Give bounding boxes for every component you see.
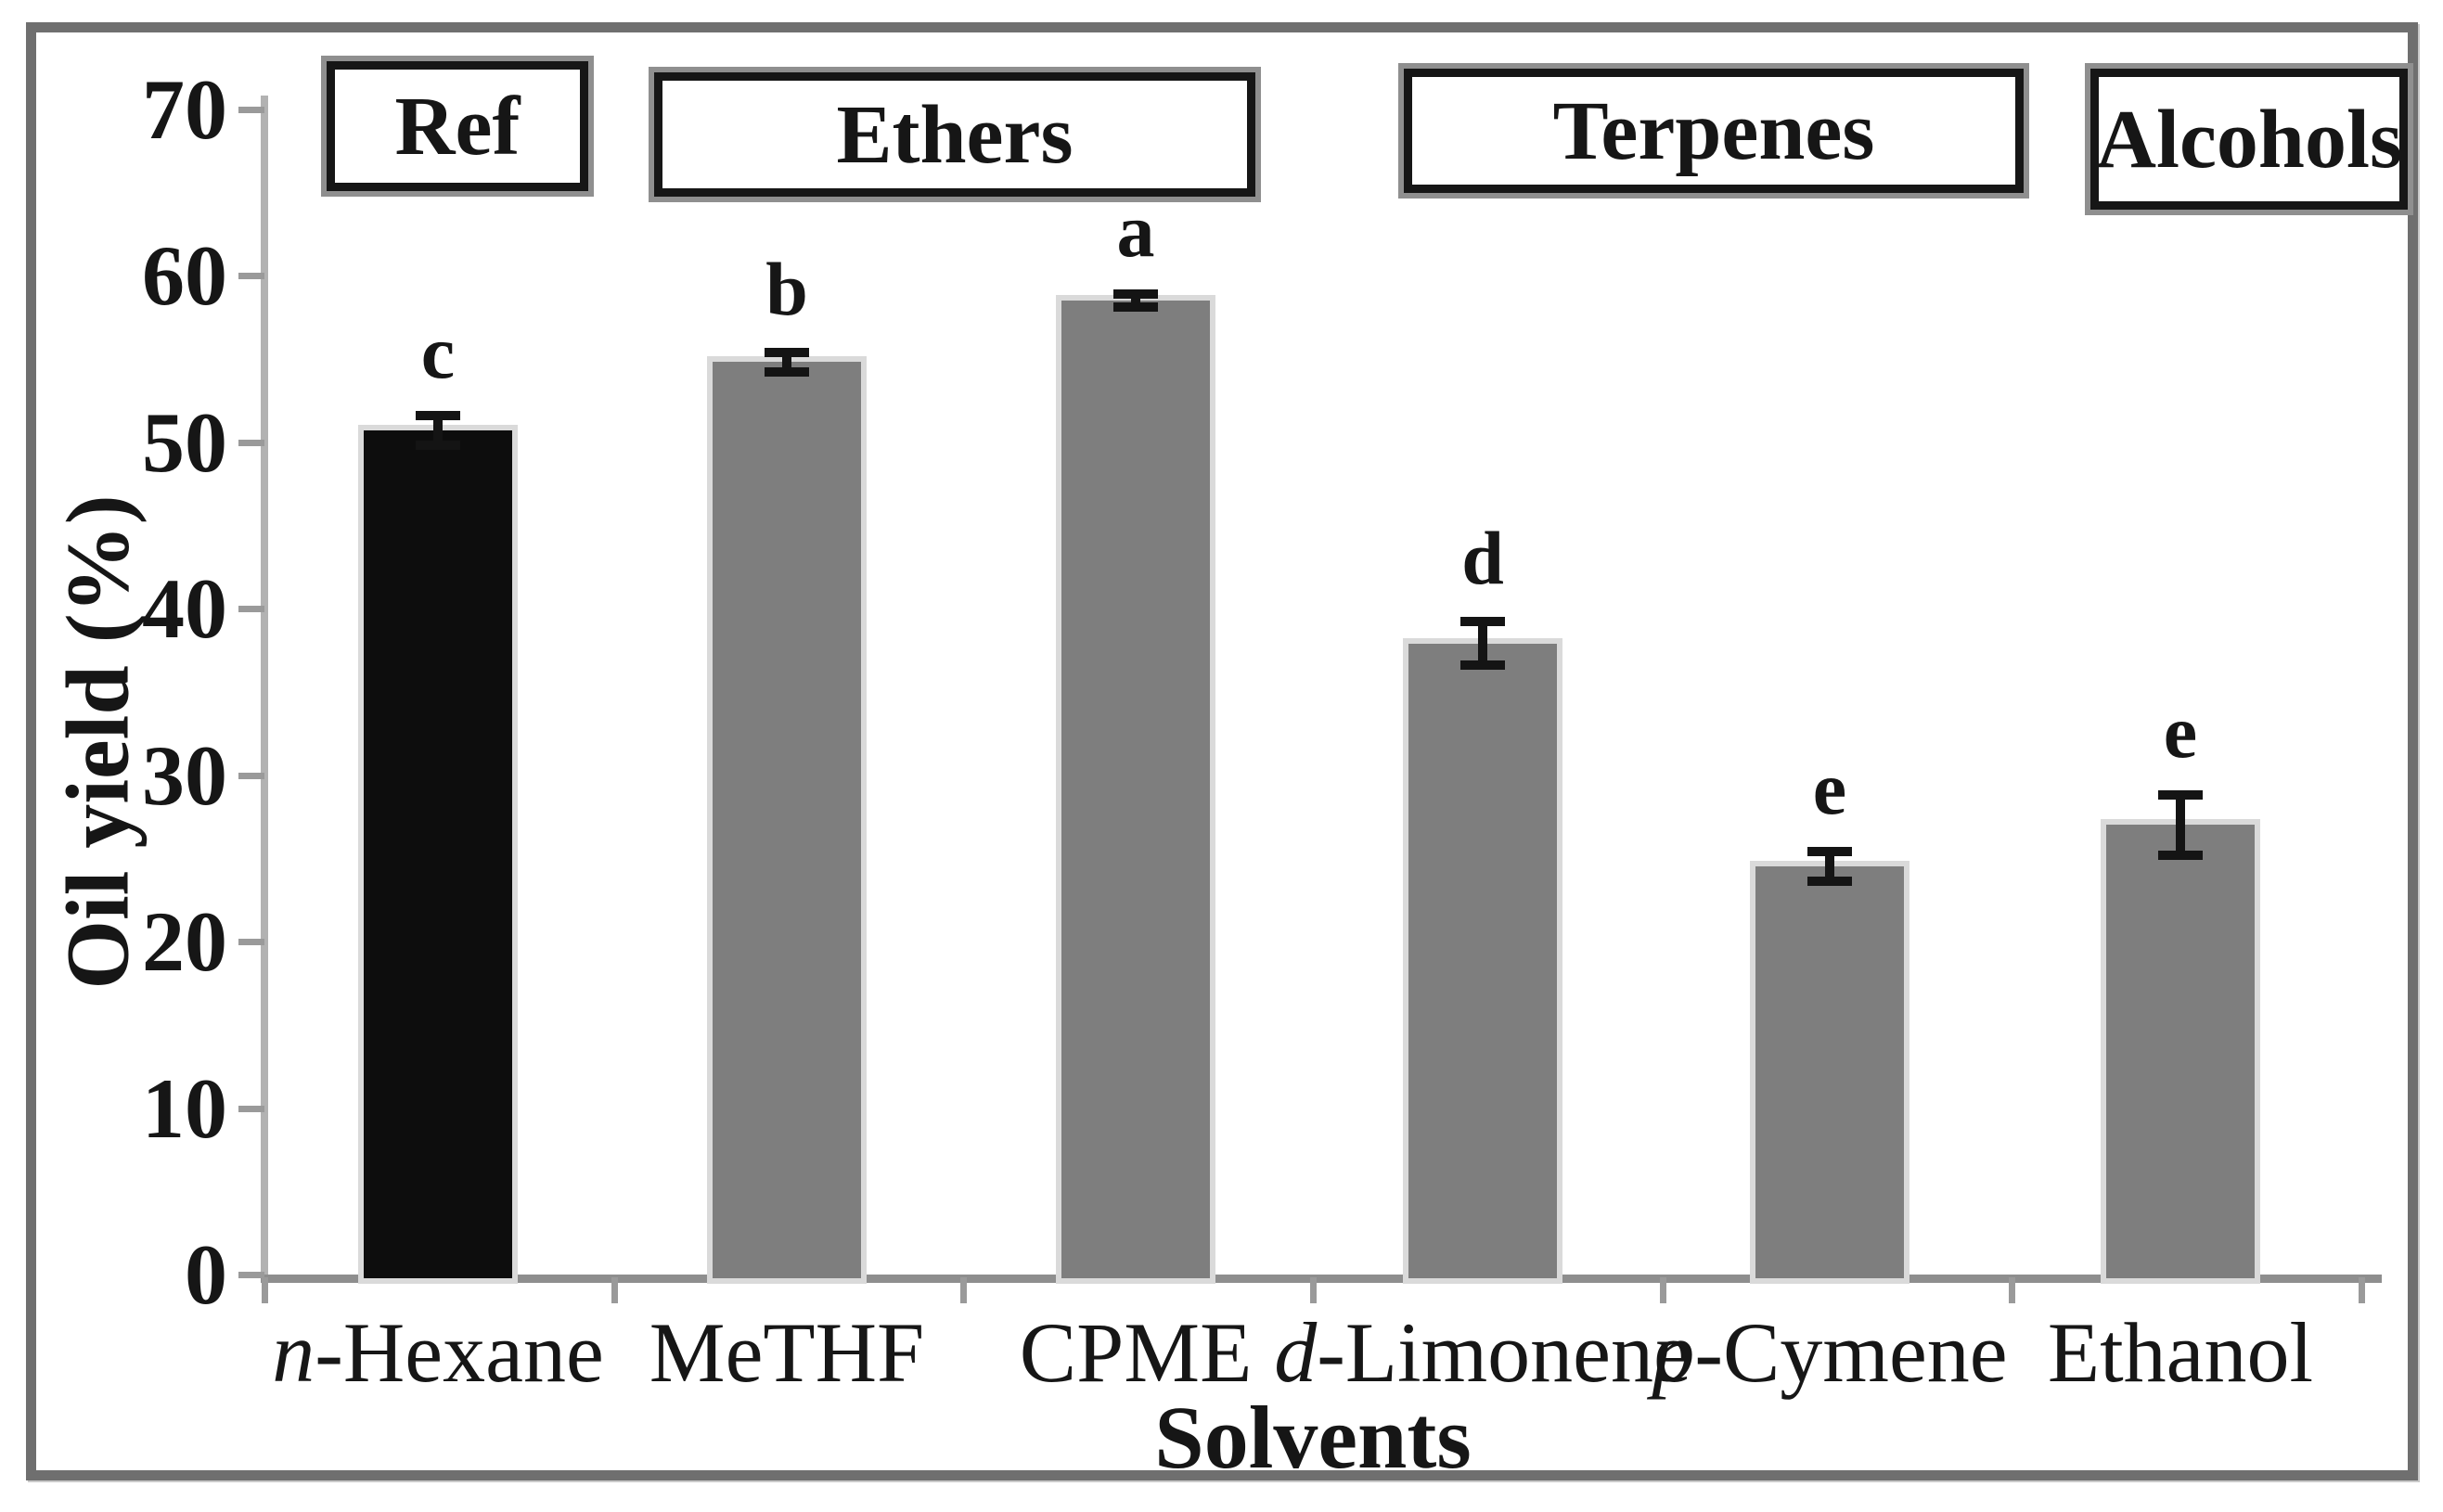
bar-ethanol [2106,825,2255,1278]
error-bar-cap-bottom-n-hexane [416,441,460,451]
error-bar-cpme [1131,293,1140,308]
y-tick-label: 40 [142,561,227,656]
error-bar-cap-bottom-methf [765,367,809,378]
x-category-label-ethanol: Ethanol [2047,1305,2314,1400]
error-bar-cap-top-p-cymene [1807,847,1852,857]
sig-letter-cpme: a [1116,187,1155,273]
y-tick-mark [238,273,264,279]
x-tick-mark [960,1277,967,1303]
y-tick-label: 0 [185,1227,227,1322]
y-tick-mark [238,106,264,113]
group-box-terpenes-label: Terpenes [1552,84,1875,177]
bar-d-limonene [1408,643,1557,1278]
y-tick-label: 10 [142,1060,227,1156]
x-tick-mark [2009,1277,2015,1303]
bar-p-cymene [1755,866,1904,1278]
y-tick-label: 30 [142,727,227,823]
y-axis-line [261,96,268,1283]
x-axis-line [261,1275,2382,1283]
x-axis-title: Solvents [1154,1388,1472,1487]
x-tick-mark [1660,1277,1666,1303]
error-bar-cap-bottom-ethanol [2158,850,2203,860]
group-box-alcohols-label: Alcohols [2095,93,2403,186]
bar-methf [713,362,861,1278]
error-bar-cap-top-ethanol [2158,790,2203,801]
bar-cpme [1061,300,1210,1278]
x-category-label-n-hexane: n-Hexane [272,1305,604,1400]
y-tick-mark [238,1272,264,1278]
group-box-ref: Ref [327,61,588,191]
x-category-label-p-cymene: p-Cymene [1652,1305,2008,1400]
sig-letter-methf: b [765,246,808,331]
x-tick-mark [1310,1277,1317,1303]
error-bar-cap-top-d-limonene [1460,617,1505,627]
y-tick-mark [238,1105,264,1112]
error-bar-ethanol [2176,795,2185,855]
error-bar-d-limonene [1478,621,1487,666]
group-box-ethers: Ethers [654,72,1255,197]
y-tick-label: 50 [142,394,227,490]
error-bar-n-hexane [433,415,443,446]
y-tick-mark [238,439,264,446]
x-category-label-d-limonene: d-Limonene [1274,1305,1691,1400]
error-bar-cap-top-n-hexane [416,410,460,420]
y-tick-mark [238,772,264,779]
error-bar-methf [782,352,791,373]
x-category-label-cpme: CPME [1019,1305,1253,1400]
y-tick-label: 60 [142,228,227,323]
error-bar-cap-bottom-p-cymene [1807,877,1852,887]
x-tick-mark [611,1277,618,1303]
x-tick-mark [2359,1277,2365,1303]
y-tick-mark [238,939,264,945]
error-bar-cap-bottom-cpme [1113,302,1158,313]
x-category-label-methf: MeTHF [649,1305,925,1400]
group-box-terpenes: Terpenes [1404,69,2024,193]
group-box-ethers-label: Ethers [836,88,1074,181]
group-box-alcohols: Alcohols [2090,69,2408,210]
bar-n-hexane [364,429,512,1278]
sig-letter-n-hexane: c [420,309,456,394]
y-tick-label: 70 [142,61,227,157]
error-bar-cap-top-methf [765,347,809,357]
sig-letter-d-limonene: d [1461,516,1504,601]
group-box-ref-label: Ref [394,80,521,173]
error-bar-cap-bottom-d-limonene [1460,660,1505,671]
y-tick-label: 20 [142,894,227,989]
sig-letter-ethanol: e [2163,689,2198,775]
y-tick-mark [238,606,264,612]
error-bar-p-cymene [1825,852,1834,882]
error-bar-cap-top-cpme [1113,288,1158,299]
sig-letter-p-cymene: e [1812,746,1847,831]
x-tick-mark [262,1277,268,1303]
